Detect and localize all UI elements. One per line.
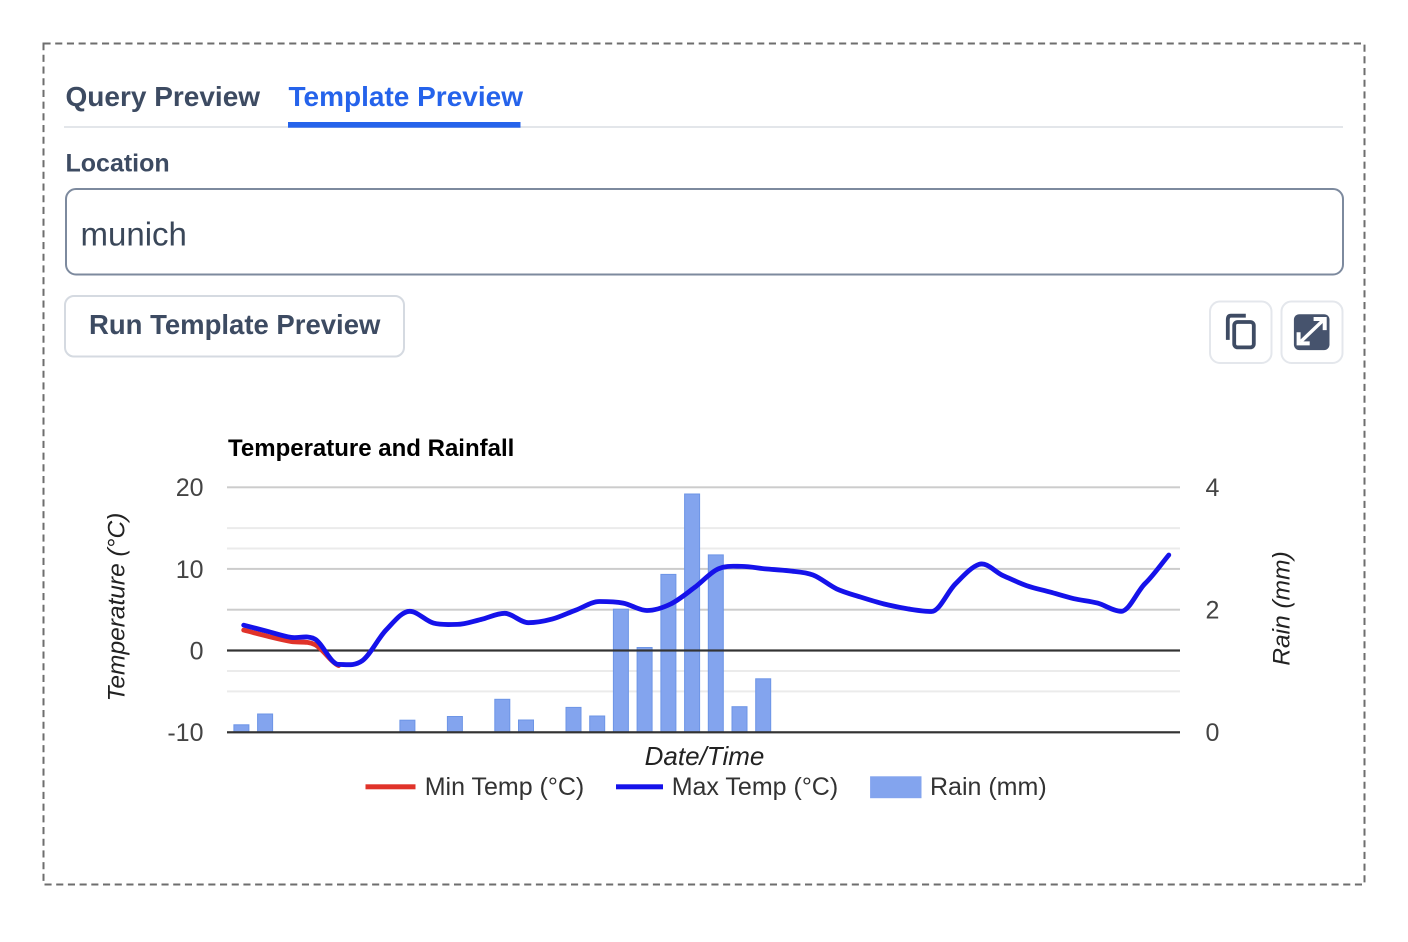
- svg-text:2: 2: [1206, 597, 1220, 625]
- svg-text:Rain (mm): Rain (mm): [930, 773, 1047, 801]
- svg-text:0: 0: [1206, 719, 1220, 747]
- svg-text:Max Temp (°C): Max Temp (°C): [672, 773, 839, 801]
- svg-text:20: 20: [176, 474, 204, 502]
- svg-text:Query Preview: Query Preview: [66, 81, 261, 112]
- svg-text:Run Template Preview: Run Template Preview: [89, 309, 381, 340]
- svg-text:Location: Location: [66, 149, 170, 177]
- svg-text:Date/Time: Date/Time: [645, 741, 765, 771]
- svg-text:Temperature (°C): Temperature (°C): [104, 513, 131, 702]
- svg-text:Template Preview: Template Preview: [289, 81, 524, 112]
- svg-text:10: 10: [176, 556, 204, 584]
- svg-text:Min Temp (°C): Min Temp (°C): [425, 773, 585, 801]
- svg-text:Temperature and Rainfall: Temperature and Rainfall: [228, 435, 514, 462]
- svg-text:munich: munich: [81, 215, 187, 252]
- svg-text:4: 4: [1206, 474, 1220, 502]
- svg-text:0: 0: [190, 637, 204, 665]
- svg-text:Rain (mm): Rain (mm): [1269, 551, 1296, 665]
- svg-text:-10: -10: [167, 719, 203, 747]
